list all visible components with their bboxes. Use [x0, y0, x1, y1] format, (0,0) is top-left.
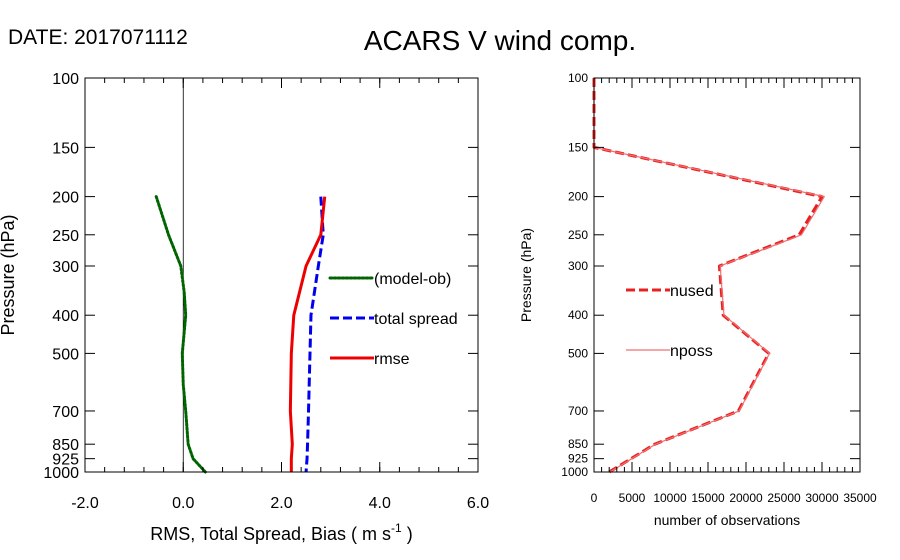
- right-x-tick-label: 5000: [619, 491, 646, 505]
- right-y-tick-label: 300: [568, 259, 588, 273]
- left-x-tick-label: -2.0: [71, 495, 99, 512]
- right-y-tick-label: 150: [568, 140, 588, 154]
- left-x-axis-title-exp: -1: [391, 521, 402, 535]
- right-y-axis-title: Pressure (hPa): [518, 228, 534, 322]
- right-x-tick-label: 35000: [843, 491, 877, 505]
- right-x-tick-label: 25000: [767, 491, 801, 505]
- right-legend-label: nused: [670, 283, 714, 300]
- left-y-tick-label: 925: [52, 452, 79, 469]
- right-series-nused: [592, 78, 824, 474]
- left-y-tick-label: 250: [52, 228, 79, 245]
- right-y-tick-label: 200: [568, 190, 588, 204]
- left-legend-label: rmse: [374, 351, 410, 368]
- left-series-rmse: [288, 196, 327, 472]
- left-x-tick-label: 2.0: [270, 495, 292, 512]
- left-x-axis-title-close: ): [402, 524, 413, 544]
- right-y-tick-label: 400: [568, 308, 588, 322]
- left-series-total-spread: [304, 196, 325, 473]
- left-x-axis-title: RMS, Total Spread, Bias ( m s-1 ): [150, 521, 412, 544]
- left-y-tick-label: 200: [52, 190, 79, 207]
- left-series-model-ob: [154, 195, 207, 474]
- right-legend-label: nposs: [670, 343, 713, 360]
- right-y-tick-label: 100: [568, 71, 588, 85]
- chart-title: ACARS V wind comp.: [364, 25, 636, 56]
- right-legend: nused nposs: [626, 283, 714, 360]
- right-x-tick-label: 20000: [729, 491, 763, 505]
- left-y-axis-title: Pressure (hPa): [0, 214, 18, 335]
- right-y-tick-label: 500: [568, 346, 588, 360]
- right-x-axis-title: number of observations: [654, 512, 800, 528]
- right-y-tick-label: 850: [568, 437, 588, 451]
- date-label: DATE: 2017071112: [8, 26, 188, 49]
- right-plot-frame: [593, 77, 861, 473]
- left-y-tick-label: 700: [52, 404, 79, 421]
- left-y-tick-label: 1000: [43, 465, 79, 482]
- left-y-tick-label: 500: [52, 346, 79, 363]
- left-y-tick-label: 300: [52, 259, 79, 276]
- left-x-axis-title-main: RMS, Total Spread, Bias ( m s: [150, 524, 391, 544]
- right-x-tick-label: 15000: [691, 491, 725, 505]
- left-y-tick-label: 100: [52, 71, 79, 88]
- left-y-tick-label: 850: [52, 437, 79, 454]
- right-x-tick-label: 30000: [805, 491, 839, 505]
- left-x-tick-label: 0.0: [172, 495, 194, 512]
- left-legend-label: total spread: [374, 311, 458, 328]
- right-x-tick-label: 10000: [653, 491, 687, 505]
- right-y-tick-label: 925: [568, 452, 588, 466]
- left-legend-label: (model-ob): [374, 271, 451, 288]
- right-series-nposs: [593, 78, 825, 473]
- left-legend: (model-ob) total spread rmse: [328, 271, 458, 368]
- right-y-tick-label: 250: [568, 228, 588, 242]
- left-x-tick-label: 6.0: [467, 495, 489, 512]
- left-y-tick-label: 400: [52, 308, 79, 325]
- left-y-tick-label: 150: [52, 140, 79, 157]
- right-y-tick-label: 700: [568, 404, 588, 418]
- right-x-tick-label: 0: [591, 491, 598, 505]
- right-y-tick-label: 1000: [561, 465, 588, 479]
- left-x-tick-label: 4.0: [369, 495, 391, 512]
